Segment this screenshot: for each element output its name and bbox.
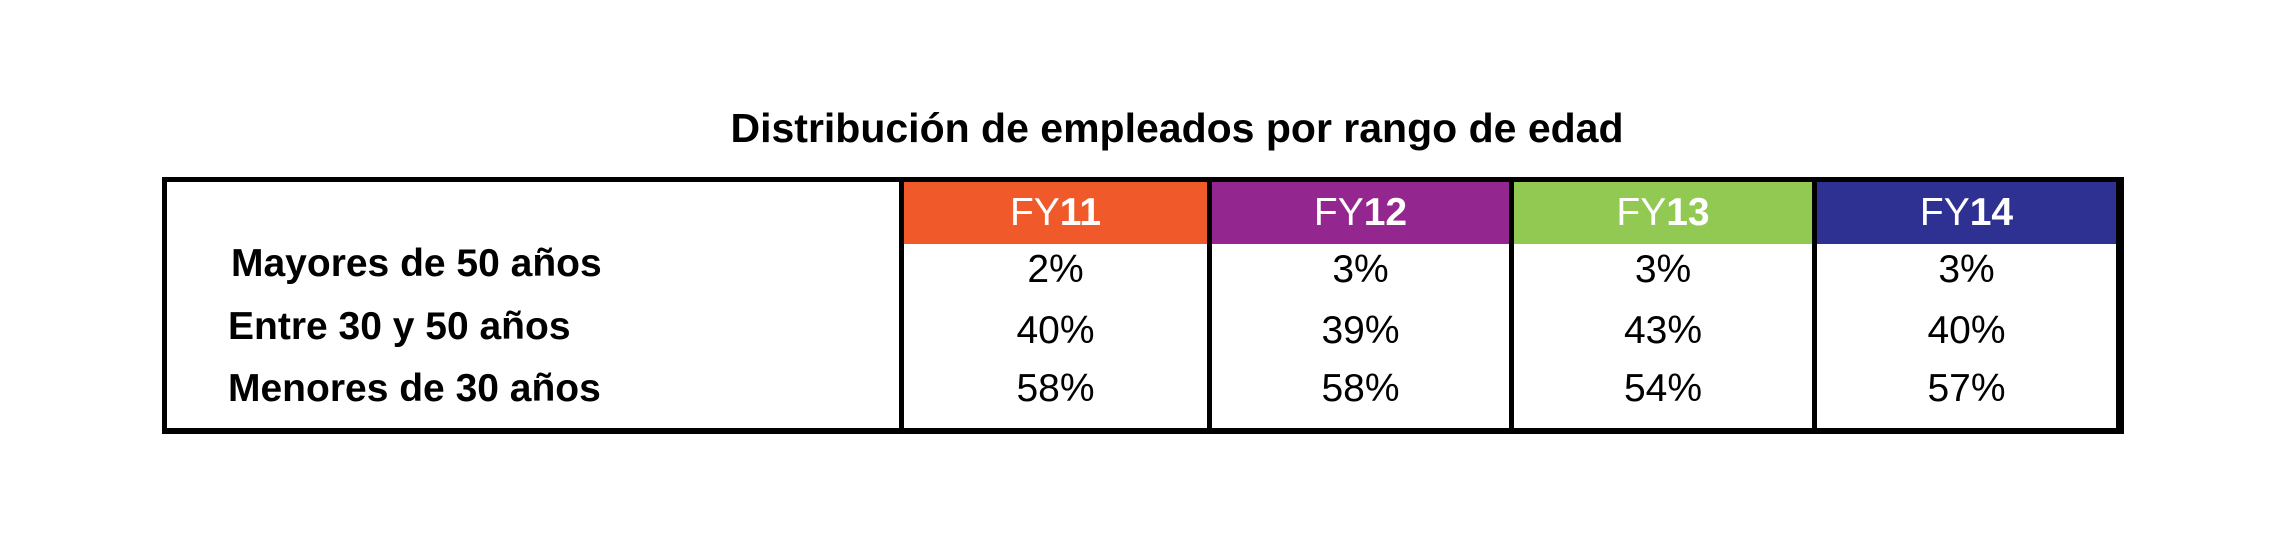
column-divider [899,177,904,434]
row-label-30-to-50: Entre 30 y 50 años [228,305,571,348]
table-cell: 40% [1927,309,2006,352]
header-prefix: FY [1313,191,1364,234]
table-cell: 43% [1623,309,1703,352]
column-divider [1207,177,1212,434]
table-cell: 39% [1321,309,1400,352]
header-fy11: FY11 [904,182,1207,244]
header-fy13: FY13 [1514,182,1812,244]
table-cell: 3% [1332,248,1389,291]
row-label-over-50: Mayores de 50 años [231,242,602,285]
table-frame [162,177,2124,434]
header-number: 14 [1969,191,2014,234]
column-divider [1812,177,1817,434]
header-prefix: FY [1009,191,1060,234]
table-cell: 3% [1938,248,1995,291]
table-cell: 2% [1027,248,1084,291]
header-fy14: FY14 [1817,182,2116,244]
header-number: 12 [1363,191,1408,234]
table-cell: 57% [1927,367,2006,410]
row-label-under-30: Menores de 30 años [228,367,601,410]
table-cell: 40% [1016,309,1095,352]
column-divider [1509,177,1514,434]
table-cell: 58% [1321,367,1400,410]
table-cell: 58% [1016,367,1095,410]
header-number: 11 [1059,191,1102,234]
table-cell: 3% [1634,248,1692,291]
header-fy12: FY12 [1212,182,1509,244]
header-prefix: FY [1919,191,1970,234]
header-prefix: FY [1616,191,1667,234]
chart-title: Distribución de empleados por rango de e… [730,105,1624,151]
header-number: 13 [1666,191,1710,234]
table-cell: 54% [1623,367,1703,410]
